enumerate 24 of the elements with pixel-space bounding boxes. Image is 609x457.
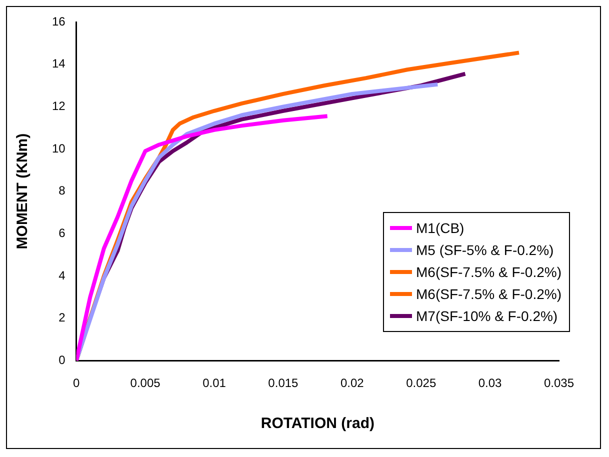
x-tick-label: 0.03 <box>478 376 502 390</box>
x-axis-title: ROTATION (rad) <box>260 415 374 432</box>
x-tick-label: 0 <box>73 376 80 390</box>
x-tick-label: 0.015 <box>268 376 299 390</box>
y-tick-label: 10 <box>52 141 66 156</box>
y-tick-label: 2 <box>58 310 66 325</box>
x-tick-label: 0.005 <box>130 376 161 390</box>
y-tick-label: 4 <box>58 268 66 282</box>
y-axis-title: MOMENT (KNm) <box>14 133 32 250</box>
x-tick-label: 0.025 <box>406 376 436 390</box>
y-tick-label: 12 <box>52 98 66 113</box>
y-tick-label: 14 <box>52 56 66 71</box>
legend-label: M6(SF-7.5% & F-0.2%) <box>416 264 562 280</box>
legend-label: M5 (SF-5% & F-0.2%) <box>416 242 554 258</box>
legend-label: M6(SF-7.5% & F-0.2%) <box>416 286 562 302</box>
y-tick-label: 8 <box>58 184 66 198</box>
x-tick-label: 0.035 <box>544 376 574 390</box>
y-tick-label: 0 <box>58 352 66 367</box>
x-tick-label: 0.01 <box>202 376 226 390</box>
y-tick-label: 16 <box>52 14 66 28</box>
x-tick-label: 0.02 <box>340 376 364 390</box>
y-tick-label: 6 <box>58 226 66 240</box>
legend-label: M7(SF-10% & F-0.2%) <box>416 308 558 324</box>
legend-label: M1(CB) <box>416 220 464 236</box>
